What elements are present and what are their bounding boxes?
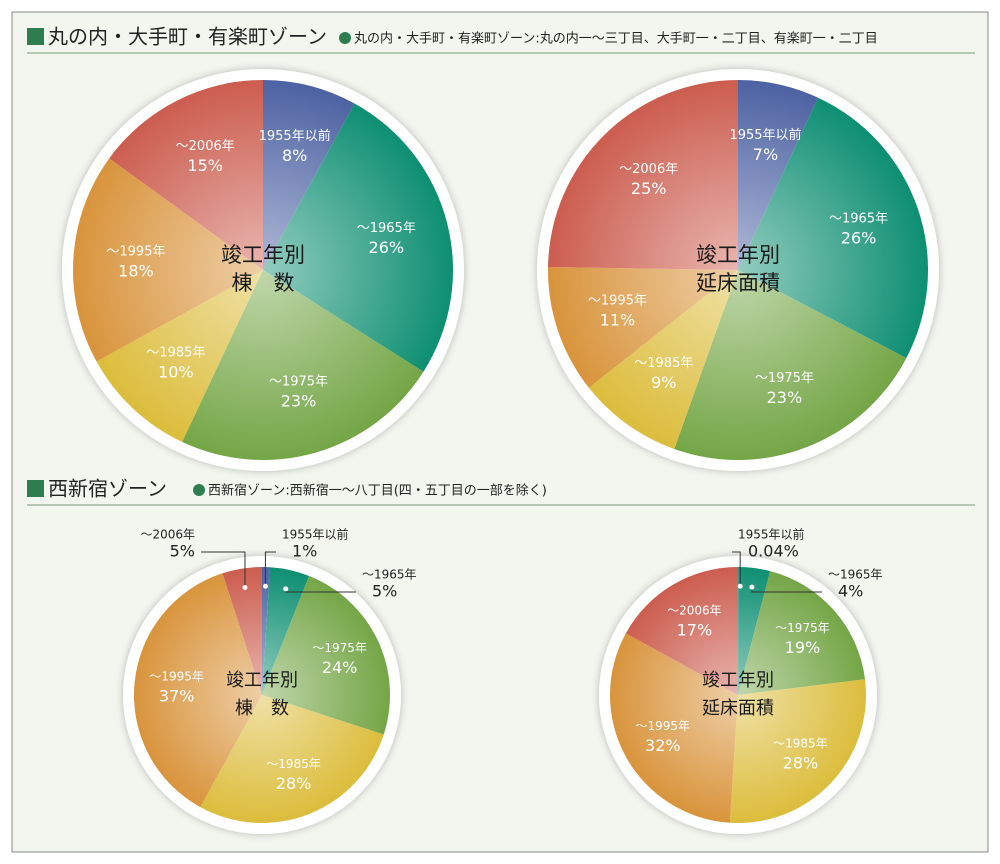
- section-marker: [27, 28, 44, 45]
- section-note: 西新宿ゾーン:西新宿一〜八丁目(四・五丁目の一部を除く): [208, 483, 547, 499]
- slice-category: 〜1975年: [755, 371, 814, 386]
- center-label: 竣工年別: [702, 670, 774, 691]
- slice-category: 〜1985年: [266, 757, 321, 771]
- slice-value: 0.04%: [748, 542, 799, 561]
- slice-value: 11%: [600, 310, 636, 329]
- slice-value: 23%: [767, 388, 803, 407]
- slice-category: 〜1995年: [588, 293, 647, 308]
- center-label: 竣工年別: [221, 243, 305, 267]
- section-title: 丸の内・大手町・有楽町ゾーン: [48, 25, 327, 49]
- slice-category: 〜1975年: [775, 621, 830, 635]
- slice-category: 1955年以前: [738, 527, 805, 542]
- slice-value: 17%: [677, 621, 713, 640]
- slice-value: 24%: [322, 658, 358, 677]
- leader-dot: [242, 585, 247, 590]
- center-label: 竣工年別: [226, 670, 298, 691]
- slice-value: 28%: [783, 753, 819, 772]
- slice-category: 1955年以前: [282, 527, 349, 542]
- leader-dot: [738, 584, 743, 589]
- slice-category: 〜1965年: [357, 221, 416, 236]
- slice-value: 28%: [276, 774, 312, 793]
- slice-category: 〜1995年: [636, 719, 691, 733]
- leader-dot: [263, 584, 268, 589]
- slice-value: 1%: [292, 542, 317, 561]
- slice-value: 26%: [841, 229, 877, 248]
- slice-value: 25%: [631, 179, 667, 198]
- slice-value: 7%: [753, 145, 778, 164]
- slice-category: 〜1985年: [146, 345, 205, 360]
- slice-category: 〜1965年: [362, 568, 417, 582]
- slice-category: 〜1995年: [149, 669, 204, 683]
- slice-category: 〜1965年: [828, 568, 883, 582]
- section-note: 丸の内・大手町・有楽町ゾーン:丸の内一〜三丁目、大手町一・二丁目、有楽町一・二丁…: [354, 31, 878, 47]
- slice-category: 〜2006年: [619, 162, 678, 177]
- slice-category: 〜2006年: [140, 528, 195, 542]
- slice-value: 23%: [281, 392, 317, 411]
- slice-category: 〜1995年: [106, 245, 165, 260]
- slice-category: 1955年以前: [259, 128, 331, 144]
- slice-value: 4%: [838, 582, 863, 601]
- slice-category: 〜1975年: [312, 641, 367, 655]
- slice-category: 1955年以前: [729, 127, 801, 143]
- note-marker: [193, 484, 205, 496]
- slice-value: 9%: [651, 373, 676, 392]
- section-title: 西新宿ゾーン: [48, 477, 167, 501]
- note-marker: [339, 32, 351, 44]
- slice-value: 8%: [282, 146, 307, 165]
- slice-category: 〜1965年: [829, 212, 888, 227]
- slice-value: 18%: [118, 262, 154, 281]
- slice-value: 19%: [785, 638, 821, 657]
- slice-value: 37%: [159, 686, 195, 705]
- pie-shine: [610, 567, 866, 823]
- slice-value: 32%: [645, 736, 681, 755]
- slice-category: 〜1985年: [773, 736, 828, 750]
- slice-category: 〜1975年: [269, 375, 328, 390]
- leader-dot: [283, 586, 288, 591]
- slice-category: 〜1985年: [634, 356, 693, 371]
- slice-value: 5%: [170, 542, 195, 561]
- slice-category: 〜2006年: [667, 604, 722, 618]
- slice-category: 〜2006年: [176, 139, 235, 154]
- slice-value: 15%: [187, 156, 223, 175]
- center-label: 延床面積: [702, 698, 774, 719]
- leader-dot: [749, 585, 754, 590]
- center-label: 棟 数: [232, 271, 295, 295]
- center-label: 棟 数: [235, 698, 289, 719]
- center-label: 延床面積: [696, 271, 780, 295]
- slice-value: 26%: [369, 238, 405, 257]
- section-marker: [27, 480, 44, 497]
- slice-value: 10%: [158, 362, 194, 381]
- center-label: 竣工年別: [696, 243, 780, 267]
- slice-value: 5%: [372, 582, 397, 601]
